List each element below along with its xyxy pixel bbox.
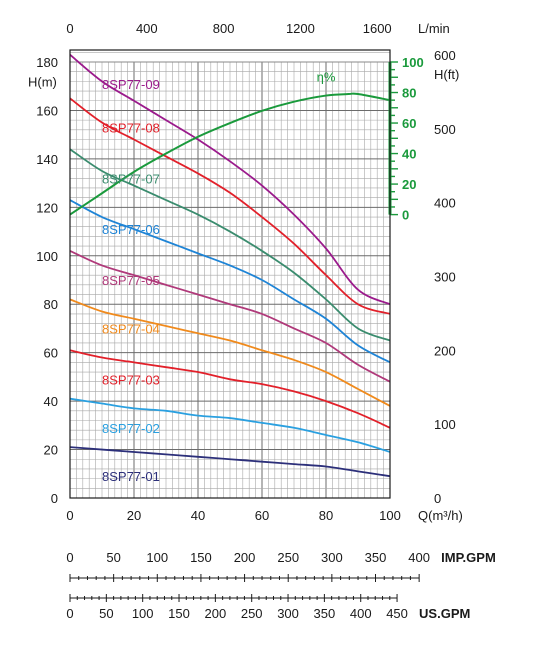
y-tick-label: 40 bbox=[44, 394, 58, 409]
imp-gpm-scale-tick-label: 350 bbox=[365, 550, 387, 565]
top-tick-label: 0 bbox=[66, 21, 73, 36]
curve-label-8sp77-06: 8SP77-06 bbox=[102, 222, 160, 237]
imp-gpm-scale-tick-label: 0 bbox=[66, 550, 73, 565]
y-tick-label: 140 bbox=[36, 152, 58, 167]
curve-label-8sp77-07: 8SP77-07 bbox=[102, 171, 160, 186]
imp-gpm-scale-tick-label: 150 bbox=[190, 550, 212, 565]
x-tick-label: 80 bbox=[319, 508, 333, 523]
y-right-tick-label: 500 bbox=[434, 122, 456, 137]
us-gpm-scale-tick-label: 0 bbox=[66, 606, 73, 621]
us-gpm-scale-tick-label: 250 bbox=[241, 606, 263, 621]
top-tick-label: 1600 bbox=[363, 21, 392, 36]
efficiency-tick-label: 40 bbox=[402, 147, 416, 162]
curve-8sp77-01 bbox=[69, 446, 391, 478]
y-right-axis-label: H(ft) bbox=[434, 67, 459, 82]
curve-8sp77-02 bbox=[69, 397, 391, 453]
y-right-tick-label: 0 bbox=[434, 491, 441, 506]
us-gpm-scale-tick-label: 200 bbox=[205, 606, 227, 621]
y-tick-label: 120 bbox=[36, 200, 58, 215]
curve-label-8sp77-08: 8SP77-08 bbox=[102, 120, 160, 135]
us-gpm-scale-tick-label: 300 bbox=[277, 606, 299, 621]
imp-gpm-scale-tick-label: 300 bbox=[321, 550, 343, 565]
y-tick-label: 0 bbox=[51, 491, 58, 506]
imp-gpm-scale-tick-label: 250 bbox=[277, 550, 299, 565]
chart-axes: 0 20 40 60 80 100 Q(m³/h)0 400 800 1200 1600 L/min0… bbox=[28, 21, 463, 523]
top-tick-label: 800 bbox=[213, 21, 235, 36]
efficiency-tick-label: 20 bbox=[402, 177, 416, 192]
y-right-tick-label: 200 bbox=[434, 343, 456, 358]
curve-label-8sp77-02: 8SP77-02 bbox=[102, 421, 160, 436]
curve-8sp77-08 bbox=[69, 97, 391, 315]
curve-labels: 8SP77-09 8SP77-08 8SP77-07 8SP77-06 8SP77-05… bbox=[102, 77, 160, 484]
y-tick-label: 80 bbox=[44, 297, 58, 312]
efficiency-tick-label: 100 bbox=[402, 55, 424, 70]
efficiency-tick-label: 80 bbox=[402, 86, 416, 101]
imp-gpm-scale-tick-label: 50 bbox=[106, 550, 120, 565]
us-gpm-scale-label: US.GPM bbox=[419, 606, 470, 621]
imp-gpm-scale-tick-label: 100 bbox=[146, 550, 168, 565]
us-gpm-scale-tick-label: 400 bbox=[350, 606, 372, 621]
curve-label-8sp77-01: 8SP77-01 bbox=[102, 469, 160, 484]
y-tick-label: 60 bbox=[44, 346, 58, 361]
pump-curves bbox=[69, 54, 391, 478]
efficiency-label: η% bbox=[317, 70, 336, 85]
y-right-tick-label: 400 bbox=[434, 196, 456, 211]
curve-8sp77-07 bbox=[69, 148, 391, 342]
chart-grid bbox=[69, 52, 391, 499]
us-gpm-scale-tick-label: 450 bbox=[386, 606, 408, 621]
curve-8sp77-09 bbox=[69, 54, 391, 306]
efficiency-tick-label: 0 bbox=[402, 208, 409, 223]
curve-label-8sp77-09: 8SP77-09 bbox=[102, 77, 160, 92]
top-tick-label: 400 bbox=[136, 21, 158, 36]
x-tick-label: 0 bbox=[66, 508, 73, 523]
y-tick-label: 100 bbox=[36, 249, 58, 264]
y-tick-label: 160 bbox=[36, 103, 58, 118]
y-right-tick-label: 100 bbox=[434, 417, 456, 432]
x-axis-label: Q(m³/h) bbox=[418, 508, 463, 523]
y-right-tick-label: 600 bbox=[434, 48, 456, 63]
imp-gpm-scale-label: IMP.GPM bbox=[441, 550, 496, 565]
us-gpm-scale-tick-label: 100 bbox=[132, 606, 154, 621]
curve-8sp77-05 bbox=[69, 250, 391, 383]
curve-8sp77-03 bbox=[69, 349, 391, 429]
imp-gpm-scale-tick-label: 200 bbox=[234, 550, 256, 565]
curve-8sp77-06 bbox=[69, 199, 391, 364]
x-tick-label: 20 bbox=[127, 508, 141, 523]
imp-gpm-scale-tick-label: 400 bbox=[408, 550, 430, 565]
y-right-tick-label: 300 bbox=[434, 270, 456, 285]
top-tick-label: 1200 bbox=[286, 21, 315, 36]
efficiency-tick-label: 60 bbox=[402, 116, 416, 131]
y-tick-label: 180 bbox=[36, 55, 58, 70]
efficiency-curve bbox=[69, 92, 391, 216]
x-tick-label: 60 bbox=[255, 508, 269, 523]
us-gpm-scale-tick-label: 350 bbox=[314, 606, 336, 621]
curve-label-8sp77-05: 8SP77-05 bbox=[102, 273, 160, 288]
curve-label-8sp77-03: 8SP77-03 bbox=[102, 372, 160, 387]
us-gpm-scale-tick-label: 50 bbox=[99, 606, 113, 621]
top-axis-label: L/min bbox=[418, 21, 450, 36]
curve-label-8sp77-04: 8SP77-04 bbox=[102, 321, 160, 336]
y-axis-label: H(m) bbox=[28, 74, 57, 89]
y-tick-label: 20 bbox=[44, 443, 58, 458]
flow-scales: 0 50 100 150 200 250 300 350 400 IMP.GPM 0 50 100 150… bbox=[66, 550, 495, 621]
x-tick-label: 100 bbox=[379, 508, 401, 523]
us-gpm-scale-tick-label: 150 bbox=[168, 606, 190, 621]
curve-8sp77-04 bbox=[69, 298, 391, 407]
plot-frame bbox=[69, 49, 391, 499]
x-tick-label: 40 bbox=[191, 508, 205, 523]
